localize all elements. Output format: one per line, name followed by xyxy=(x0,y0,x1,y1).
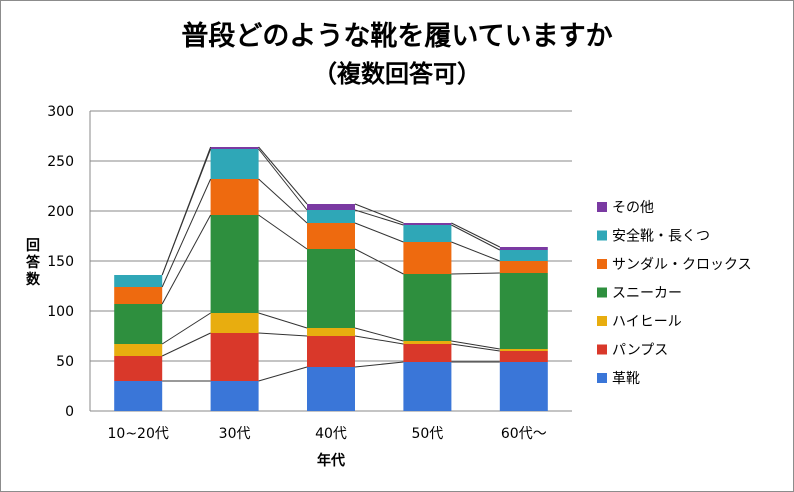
legend-swatch xyxy=(597,316,607,326)
bar-segment xyxy=(307,336,355,367)
legend-entry: サンダル・クロックス xyxy=(612,257,752,273)
y-tick-label: 0 xyxy=(65,404,74,420)
bar-segment xyxy=(210,147,259,149)
series-line xyxy=(161,146,212,276)
series-line xyxy=(354,203,404,224)
chart-title: 普段どのような靴を履いていますか xyxy=(181,21,613,52)
bar-segment xyxy=(307,223,355,249)
series-line xyxy=(161,178,212,288)
legend-swatch xyxy=(597,259,607,269)
y-tick-label: 200 xyxy=(47,204,74,220)
legend-entry: スニーカー xyxy=(612,286,682,302)
chart-subtitle: （複数回答可） xyxy=(313,60,481,88)
bar-segment xyxy=(499,247,548,250)
bar-segment xyxy=(403,223,452,225)
legend-swatch xyxy=(597,202,607,212)
series-line xyxy=(354,361,404,368)
series-line xyxy=(354,248,404,275)
y-tick-label: 300 xyxy=(47,104,74,120)
bar-segment xyxy=(114,344,163,356)
bar-segment xyxy=(307,204,355,210)
bar-segment xyxy=(403,362,452,411)
series-line xyxy=(258,332,308,337)
series-line xyxy=(354,222,404,243)
legend-entry: ハイヒール xyxy=(612,314,682,330)
series-line xyxy=(258,312,308,329)
bar-segment xyxy=(499,261,548,273)
x-tick-label: 50代 xyxy=(411,426,443,442)
series-line xyxy=(354,209,404,226)
legend-swatch xyxy=(597,230,607,241)
legend-swatch xyxy=(597,287,607,298)
bar-segment xyxy=(403,225,452,242)
bar-segment xyxy=(403,344,452,362)
series-line xyxy=(161,214,212,305)
x-tick-label: 30代 xyxy=(219,426,251,442)
bar-segment xyxy=(114,287,163,304)
series-line xyxy=(258,148,308,211)
bar-segment xyxy=(114,275,163,287)
y-axis-label: 回答数 xyxy=(26,238,41,288)
series-line xyxy=(451,222,501,248)
bar-segment xyxy=(307,210,355,223)
bar-segment xyxy=(403,242,452,274)
bar-segment xyxy=(307,328,355,336)
series-line xyxy=(258,146,308,205)
bar-segment xyxy=(114,381,163,411)
bar-segment xyxy=(403,274,452,341)
y-tick-label: 150 xyxy=(47,254,74,270)
series-line xyxy=(354,335,404,345)
bar-segment xyxy=(499,250,548,261)
x-tick-label: 10~20代 xyxy=(108,426,169,442)
series-line xyxy=(451,272,500,275)
series-line xyxy=(451,224,501,251)
y-tick-label: 100 xyxy=(47,304,74,320)
bar-segment xyxy=(114,304,163,344)
bar-segment xyxy=(307,249,355,328)
bar-segment xyxy=(499,273,548,349)
series-line xyxy=(161,312,211,345)
bar-segment xyxy=(210,149,259,179)
legend-swatch xyxy=(597,373,607,383)
x-tick-label: 60代～ xyxy=(501,426,547,442)
x-tick-label: 40代 xyxy=(315,426,347,442)
bar-segment xyxy=(210,313,259,333)
legend-entry: 革靴 xyxy=(612,371,640,387)
bar-segment xyxy=(403,341,452,344)
x-axis-label: 年代 xyxy=(317,452,345,469)
y-axis-label-char: 答 xyxy=(26,254,41,271)
bar-segment xyxy=(499,362,548,411)
legend-entry: パンプス xyxy=(612,343,668,359)
series-line xyxy=(258,366,308,382)
y-axis-label-char: 回 xyxy=(26,238,40,254)
y-tick-label: 250 xyxy=(47,154,74,170)
bar-segment xyxy=(307,367,355,411)
legend-entry: その他 xyxy=(612,200,654,216)
bar-segment xyxy=(210,215,259,313)
series-line xyxy=(451,343,500,352)
series-line xyxy=(161,332,211,357)
bar-segment xyxy=(114,356,163,381)
series-line xyxy=(258,178,308,224)
series-line xyxy=(451,241,500,262)
series-line xyxy=(258,214,308,250)
series-line xyxy=(354,327,404,342)
legend-entry: 安全靴・長くつ xyxy=(612,228,710,245)
bar-segment xyxy=(499,349,548,351)
y-tick-label: 50 xyxy=(56,354,74,370)
y-axis-label-char: 数 xyxy=(26,271,41,288)
bar-segment xyxy=(210,381,259,411)
bar-segment xyxy=(210,333,259,381)
legend-swatch xyxy=(597,344,607,355)
series-line xyxy=(451,340,500,350)
bar-segment xyxy=(210,179,259,215)
bar-segment xyxy=(499,351,548,362)
